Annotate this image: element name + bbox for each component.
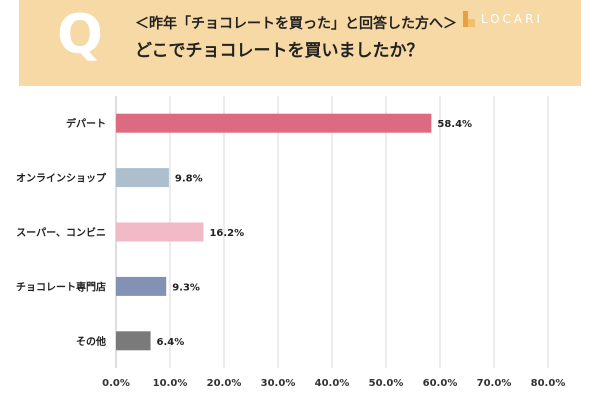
category-label: オンラインショップ <box>16 172 107 185</box>
category-label: デパート <box>66 117 106 130</box>
question-title: どこでチョコレートを買いましたか？ <box>135 41 424 61</box>
category-label: チョコレート専門店 <box>16 280 106 293</box>
bar <box>116 222 204 242</box>
x-tick-label: 30.0% <box>261 378 296 389</box>
question-header: Q ＜昨年「チョコレートを買った」と回答した方へ＞ どこでチョコレートを買いまし… <box>19 0 581 86</box>
data-label: 9.3% <box>172 282 200 293</box>
data-label: 16.2% <box>209 228 244 239</box>
x-tick-label: 80.0% <box>531 378 566 389</box>
data-label: 9.8% <box>175 174 203 185</box>
category-label: その他 <box>76 335 106 348</box>
bar <box>116 168 169 188</box>
x-tick-label: 50.0% <box>369 378 404 389</box>
brand-name: LOCARI <box>480 12 543 26</box>
x-tick-label: 10.0% <box>153 378 188 389</box>
x-tick-label: 0.0% <box>102 378 130 389</box>
category-label: スーパー、コンビニ <box>16 226 106 239</box>
q-icon: Q <box>57 3 103 66</box>
data-label: 58.4% <box>437 119 472 130</box>
x-tick-label: 20.0% <box>207 378 242 389</box>
data-label: 6.4% <box>157 337 185 348</box>
bar <box>116 331 151 351</box>
brand-logo: LOCARI <box>462 11 543 27</box>
bar <box>116 276 167 296</box>
x-tick-label: 70.0% <box>477 378 512 389</box>
locari-logo-icon <box>462 11 475 27</box>
bar <box>116 113 432 133</box>
question-subtitle: ＜昨年「チョコレートを買った」と回答した方へ＞ <box>135 16 457 32</box>
x-tick-label: 40.0% <box>315 378 350 389</box>
x-tick-label: 60.0% <box>423 378 458 389</box>
